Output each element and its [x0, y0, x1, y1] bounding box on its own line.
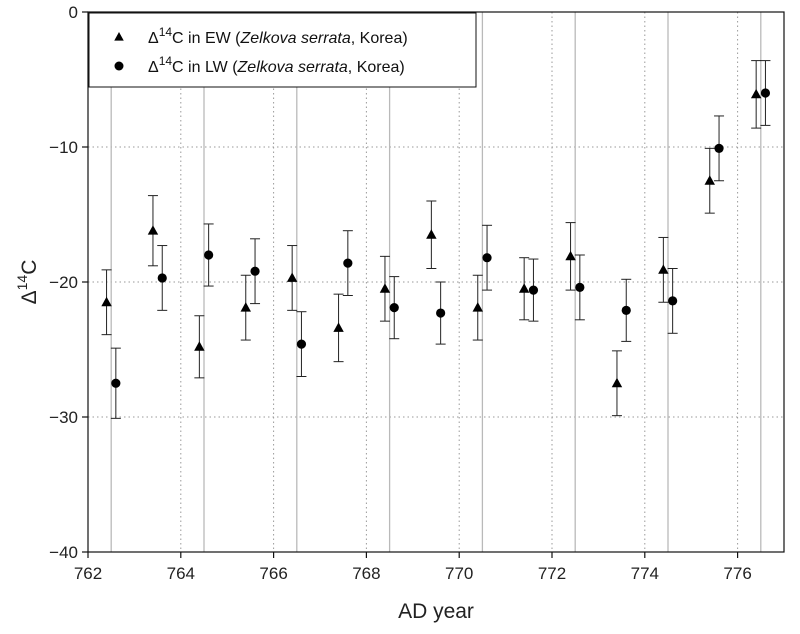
x-tick-label: 764 [167, 564, 195, 583]
data-point-lw-circle [575, 282, 585, 292]
data-point-lw-circle [296, 339, 307, 349]
data-point-ew-triangle [750, 88, 762, 99]
data-point-ew-triangle [658, 264, 669, 274]
data-point-ew-triangle [379, 283, 391, 293]
data-point-lw-circle [436, 308, 446, 318]
legend-entry-ew: Δ14C in EW (Zelkova serrata, Korea) [114, 25, 408, 47]
legend-label-lw: Δ14C in LW (Zelkova serrata, Korea) [148, 54, 405, 76]
data-point-lw-circle [111, 378, 121, 388]
data-point-lw-circle [760, 88, 771, 98]
data-point-lw-circle [482, 253, 492, 263]
y-tick-label: −10 [49, 138, 78, 157]
x-axis-label: AD year [398, 600, 474, 623]
data-point-ew-triangle [565, 250, 576, 261]
x-tick-label: 776 [723, 564, 751, 583]
data-point-lw-circle [714, 143, 724, 153]
x-tick-label: 766 [259, 564, 287, 583]
y-axis-label-main: Δ [18, 290, 41, 304]
axis-ticks: 762 764 766 768 770 772 774 776 0 −10 −20 −30 −40 [49, 3, 752, 583]
data-point-lw-circle [204, 250, 214, 260]
data-point-lw-circle [157, 273, 167, 283]
data-point-ew-triangle [333, 322, 344, 332]
data-point-ew-triangle [518, 283, 530, 293]
data-point-ew-triangle [704, 175, 715, 185]
data-point-ew-triangle [147, 225, 159, 235]
data-point-ew-triangle [240, 302, 251, 312]
y-axis-label: Δ14C [14, 260, 41, 305]
y-tick-label: −30 [49, 408, 78, 427]
legend-marker-circle [114, 61, 124, 71]
data-marks [101, 60, 771, 419]
y-axis-label-tail: C [18, 260, 41, 275]
x-tick-label: 772 [538, 564, 566, 583]
legend: Δ14C in EW (Zelkova serrata, Korea) Δ14C… [88, 12, 477, 88]
y-tick-label: −20 [49, 273, 78, 292]
legend-entry-lw: Δ14C in LW (Zelkova serrata, Korea) [114, 54, 405, 76]
data-point-ew-triangle [472, 302, 483, 312]
data-point-ew-triangle [426, 229, 437, 239]
x-tick-label: 774 [631, 564, 659, 583]
data-point-ew-triangle [286, 272, 298, 282]
legend-box [88, 12, 477, 88]
data-point-ew-triangle [194, 341, 205, 351]
data-point-lw-circle [621, 305, 631, 315]
data-point-ew-triangle [611, 377, 623, 388]
data-point-lw-circle [528, 285, 539, 295]
data-point-lw-circle [250, 266, 260, 276]
x-tick-label: 770 [445, 564, 473, 583]
x-tick-label: 762 [74, 564, 102, 583]
y-tick-label: −40 [49, 543, 78, 562]
data-point-ew-triangle [101, 296, 112, 307]
legend-marker-triangle [114, 32, 124, 41]
legend-label-ew: Δ14C in EW (Zelkova serrata, Korea) [148, 25, 408, 47]
data-point-lw-circle [389, 303, 399, 313]
data-point-lw-circle [343, 258, 353, 268]
y-axis-label-sup: 14 [14, 275, 30, 291]
x-tick-label: 768 [352, 564, 380, 583]
data-point-lw-circle [668, 296, 678, 306]
y-tick-label: 0 [69, 3, 78, 22]
